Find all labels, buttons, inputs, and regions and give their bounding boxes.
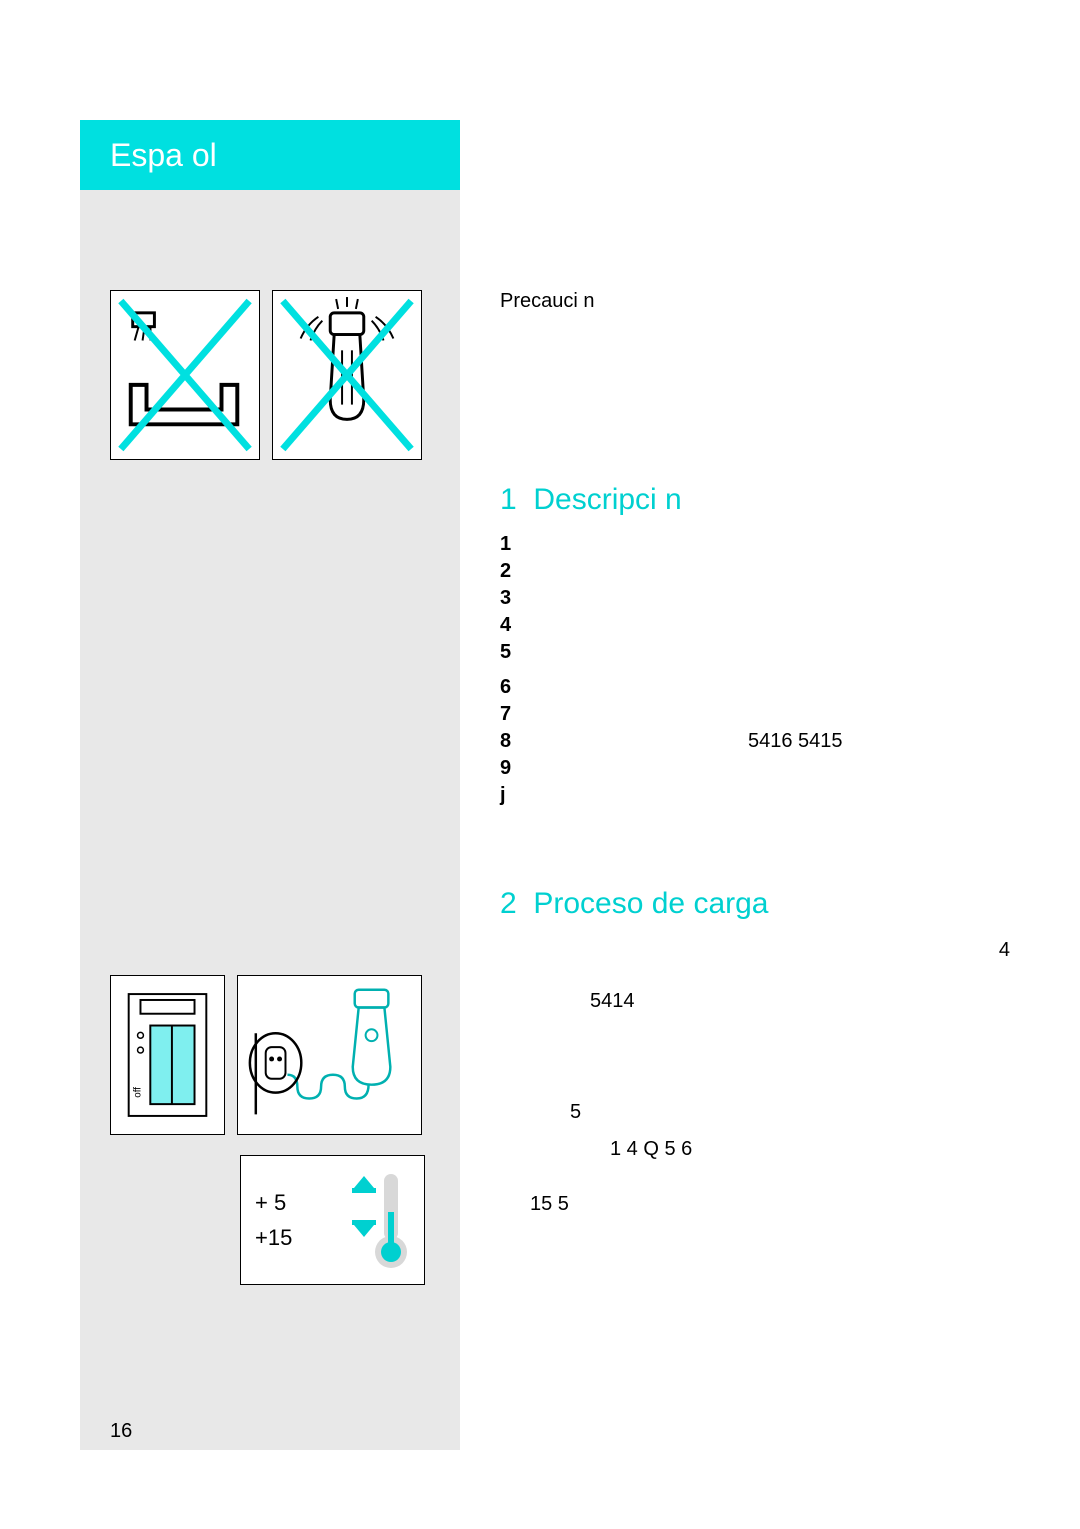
desc-num-5: 5 xyxy=(500,639,528,666)
desc-num-2: 2 xyxy=(500,558,528,585)
page: Espa ol xyxy=(0,0,1080,1529)
section-2-label: Proceso de carga xyxy=(533,887,768,920)
section-1-num: 1 xyxy=(500,483,517,516)
main-content: Precauci n 1 Descripci n 1 2 3 4 5 6 7 8… xyxy=(500,290,1020,1240)
proc-p2-model: 5414 xyxy=(590,990,635,1012)
language-header-text: Espa ol xyxy=(110,137,217,174)
section-1-label: Descripci n xyxy=(533,483,681,516)
no-shower-icon xyxy=(110,290,260,460)
svg-text:off: off xyxy=(132,1087,143,1098)
warning-icons-row-1 xyxy=(110,290,422,460)
desc-num-6: 6 xyxy=(500,674,528,701)
desc-num-9: 9 xyxy=(500,755,528,782)
proc-p1-right: 4 xyxy=(999,939,1010,961)
desc-num-1: 1 xyxy=(500,531,528,558)
description-list: 1 2 3 4 5 6 7 8 5416 5415 9 j xyxy=(500,531,1020,809)
desc-num-8: 8 xyxy=(500,728,528,755)
proc-p4: 15 5 xyxy=(530,1193,569,1215)
temperature-range-box: + 5 +15 xyxy=(240,1155,425,1285)
desc-num-3: 3 xyxy=(500,585,528,612)
charging-process-text: 4 5414 5 1 4 Q 5 6 15 5 xyxy=(500,935,1020,1220)
page-number: 16 xyxy=(110,1420,132,1443)
plug-charge-icon xyxy=(237,975,422,1135)
temp-line-2: +15 xyxy=(255,1220,292,1255)
desc-8-models: 5416 5415 xyxy=(748,730,843,752)
temp-line-1: + 5 xyxy=(255,1185,292,1220)
charge-stand-icon: off xyxy=(110,975,225,1135)
language-header: Espa ol xyxy=(80,120,460,190)
section-2-num: 2 xyxy=(500,887,517,920)
section-2-title: 2 Proceso de carga xyxy=(500,887,1020,921)
proc-p3-num: 5 xyxy=(570,1101,581,1123)
precaution-heading: Precauci n xyxy=(500,290,1020,313)
proc-p3-line: 1 4 Q 5 6 xyxy=(610,1138,692,1160)
desc-num-j: j xyxy=(500,782,528,809)
charging-icons-row: off xyxy=(110,975,422,1135)
desc-num-7: 7 xyxy=(500,701,528,728)
desc-num-4: 4 xyxy=(500,612,528,639)
section-1-title: 1 Descripci n xyxy=(500,483,1020,517)
thermometer-icon xyxy=(350,1168,410,1272)
no-trimmer-spray-icon xyxy=(272,290,422,460)
temperature-text: + 5 +15 xyxy=(255,1185,292,1255)
